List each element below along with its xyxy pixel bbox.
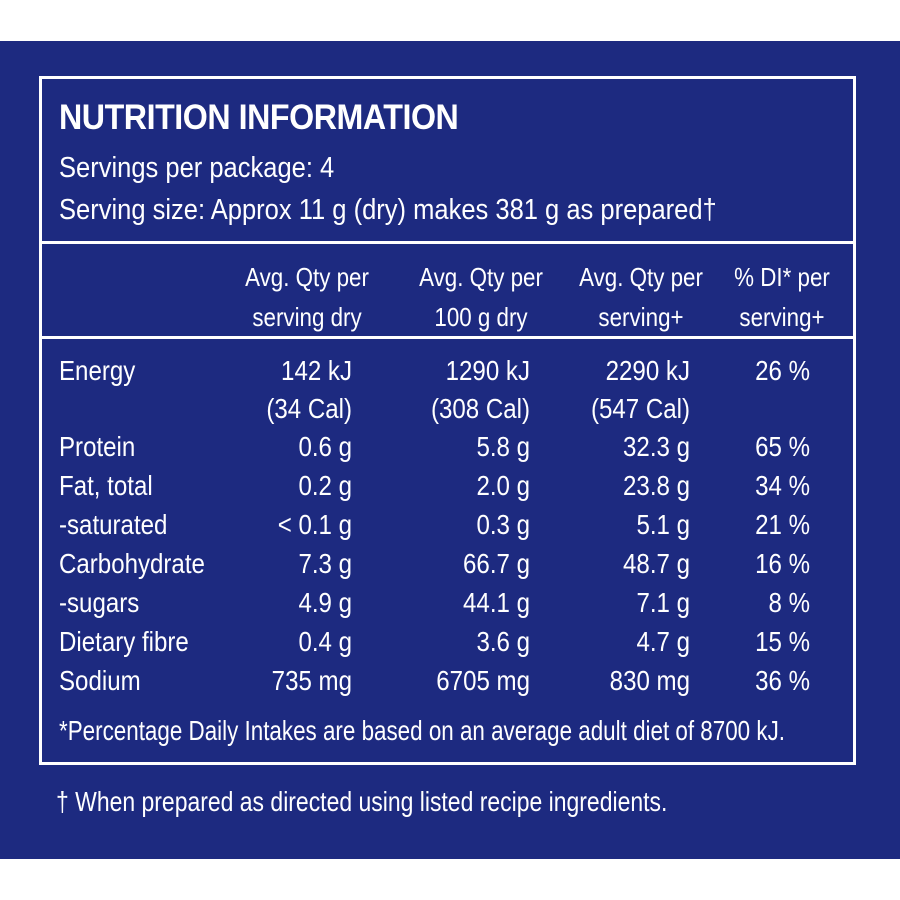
value-percent-di: 36 %	[755, 665, 810, 696]
value-100g-dry: 1290 kJ	[445, 355, 530, 386]
value-100g-dry: 2.0 g	[476, 470, 530, 501]
value-100g-dry: 3.6 g	[476, 626, 530, 657]
value-serving-prepared: 830 mg	[609, 665, 690, 696]
col-header-serving-dry: Avg. Qty per serving dry	[245, 262, 369, 332]
nutrient-name: Carbohydrate	[59, 548, 205, 579]
value-100g-dry: 5.8 g	[476, 431, 530, 462]
table-row: -sugars 4.9 g 44.1 g 7.1 g 8 %	[0, 583, 900, 623]
value-serving-dry: 0.6 g	[298, 431, 352, 462]
servings-per-package: Servings per package: 4	[59, 152, 335, 184]
value-serving-prepared: 23.8 g	[623, 470, 690, 501]
value-percent-di: 26 %	[755, 355, 810, 386]
value-percent-di: 65 %	[755, 431, 810, 462]
body-divider	[39, 336, 856, 339]
energy-cal-serving-dry: (34 Cal)	[266, 393, 352, 424]
daily-intake-footnote: *Percentage Daily Intakes are based on a…	[59, 715, 785, 746]
value-serving-dry: 0.2 g	[298, 470, 352, 501]
table-title: NUTRITION INFORMATION	[59, 98, 459, 137]
value-percent-di: 16 %	[755, 548, 810, 579]
header-divider	[39, 241, 856, 244]
table-row: Carbohydrate 7.3 g 66.7 g 48.7 g 16 %	[0, 544, 900, 584]
nutrient-name: Dietary fibre	[59, 626, 189, 657]
value-serving-prepared: 5.1 g	[636, 509, 690, 540]
col-header-100g-dry: Avg. Qty per 100 g dry	[419, 262, 543, 332]
col-header-serving-prepared: Avg. Qty per serving+	[579, 262, 703, 332]
value-serving-dry: 735 mg	[271, 665, 352, 696]
nutrient-name: Energy	[59, 355, 136, 386]
value-serving-dry: 142 kJ	[281, 355, 352, 386]
table-row: -saturated < 0.1 g 0.3 g 5.1 g 21 %	[0, 505, 900, 545]
table-row: Fat, total 0.2 g 2.0 g 23.8 g 34 %	[0, 466, 900, 506]
nutrition-table-border	[39, 76, 856, 765]
value-serving-prepared: 4.7 g	[636, 626, 690, 657]
table-row: Protein 0.6 g 5.8 g 32.3 g 65 %	[0, 427, 900, 467]
value-serving-prepared: 32.3 g	[623, 431, 690, 462]
preparation-footnote: † When prepared as directed using listed…	[56, 786, 668, 817]
col-header-percent-di: % DI* per serving+	[734, 262, 830, 332]
value-serving-dry: 7.3 g	[298, 548, 352, 579]
value-100g-dry: 66.7 g	[463, 548, 530, 579]
nutrition-panel	[0, 41, 900, 859]
value-serving-prepared: 2290 kJ	[605, 355, 690, 386]
nutrient-name: Protein	[59, 431, 136, 462]
value-percent-di: 8 %	[768, 587, 810, 618]
value-percent-di: 15 %	[755, 626, 810, 657]
table-row: Sodium 735 mg 6705 mg 830 mg 36 %	[0, 661, 900, 701]
value-100g-dry: 6705 mg	[436, 665, 530, 696]
serving-size: Serving size: Approx 11 g (dry) makes 38…	[59, 194, 717, 226]
value-percent-di: 34 %	[755, 470, 810, 501]
table-row: Energy 142 kJ 1290 kJ 2290 kJ 26 %	[0, 351, 900, 391]
table-row: Dietary fibre 0.4 g 3.6 g 4.7 g 15 %	[0, 622, 900, 662]
value-serving-dry: 0.4 g	[298, 626, 352, 657]
energy-cal-100g-dry: (308 Cal)	[430, 393, 530, 424]
energy-cal-serving-prepared: (547 Cal)	[590, 393, 690, 424]
value-serving-prepared: 48.7 g	[623, 548, 690, 579]
value-100g-dry: 0.3 g	[476, 509, 530, 540]
value-serving-dry: < 0.1 g	[277, 509, 352, 540]
value-100g-dry: 44.1 g	[463, 587, 530, 618]
nutrient-name: -sugars	[59, 587, 140, 618]
nutrient-name: -saturated	[59, 509, 168, 540]
value-serving-prepared: 7.1 g	[636, 587, 690, 618]
value-serving-dry: 4.9 g	[298, 587, 352, 618]
value-percent-di: 21 %	[755, 509, 810, 540]
nutrient-name: Fat, total	[59, 470, 153, 501]
nutrient-name: Sodium	[59, 665, 141, 696]
